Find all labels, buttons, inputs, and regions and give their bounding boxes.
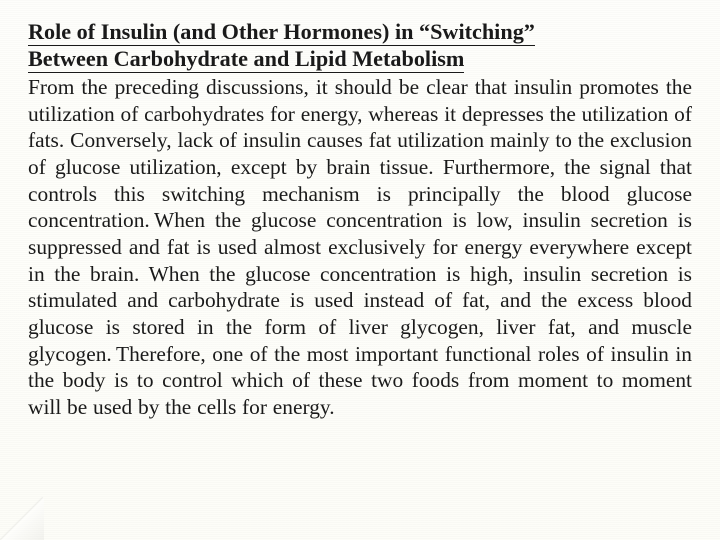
slide-heading: Role of Insulin (and Other Hormones) in … bbox=[28, 18, 692, 72]
heading-line-2: Between Carbohydrate and Lipid Metabolis… bbox=[28, 46, 464, 73]
page-curl-icon bbox=[0, 496, 44, 540]
slide-body-text: From the preceding discussions, it shoul… bbox=[28, 74, 692, 420]
slide-container: Role of Insulin (and Other Hormones) in … bbox=[0, 0, 720, 540]
heading-line-1: Role of Insulin (and Other Hormones) in … bbox=[28, 19, 535, 46]
